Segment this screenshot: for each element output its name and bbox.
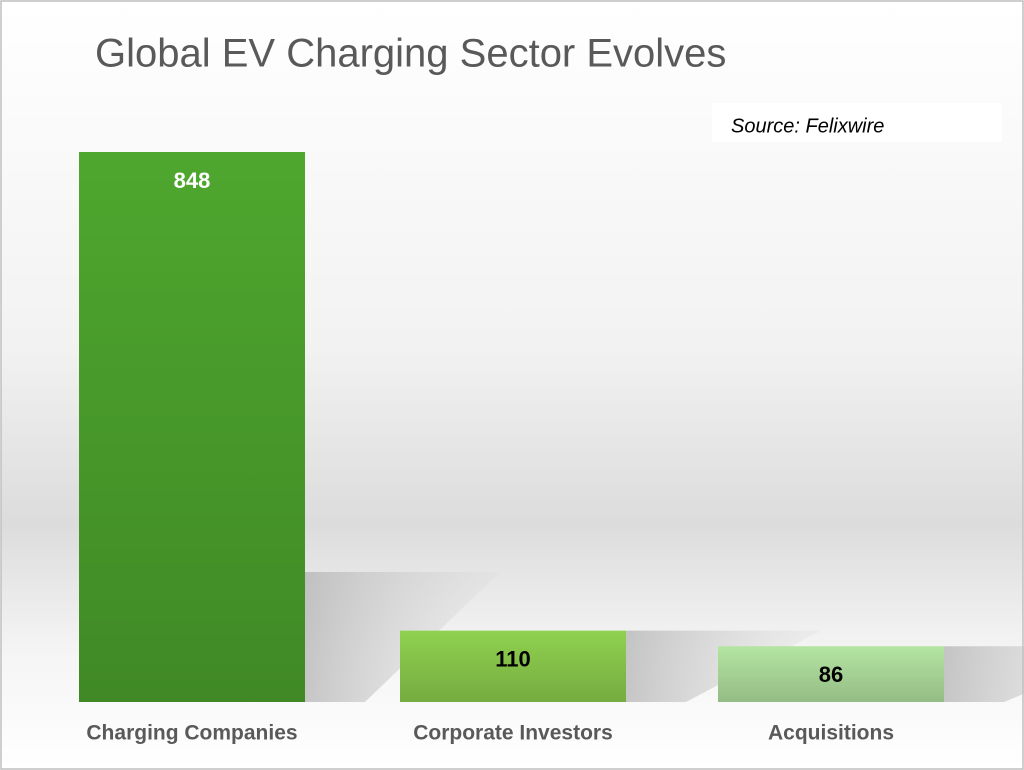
x-tick-label: Charging Companies	[86, 722, 297, 745]
source-note: Source: Felixwire	[731, 115, 884, 137]
x-tick-label: Acquisitions	[768, 722, 894, 745]
x-tick-label: Corporate Investors	[413, 722, 613, 745]
source-box	[712, 103, 1002, 142]
bar-shade	[718, 646, 944, 702]
value-label: 110	[495, 646, 531, 671]
value-label: 848	[174, 168, 211, 193]
bar-shade	[400, 630, 626, 702]
bar-shadow	[944, 646, 1024, 702]
bar-shade	[79, 152, 305, 702]
value-label: 86	[819, 662, 843, 687]
chart-title: Global EV Charging Sector Evolves	[95, 32, 726, 76]
